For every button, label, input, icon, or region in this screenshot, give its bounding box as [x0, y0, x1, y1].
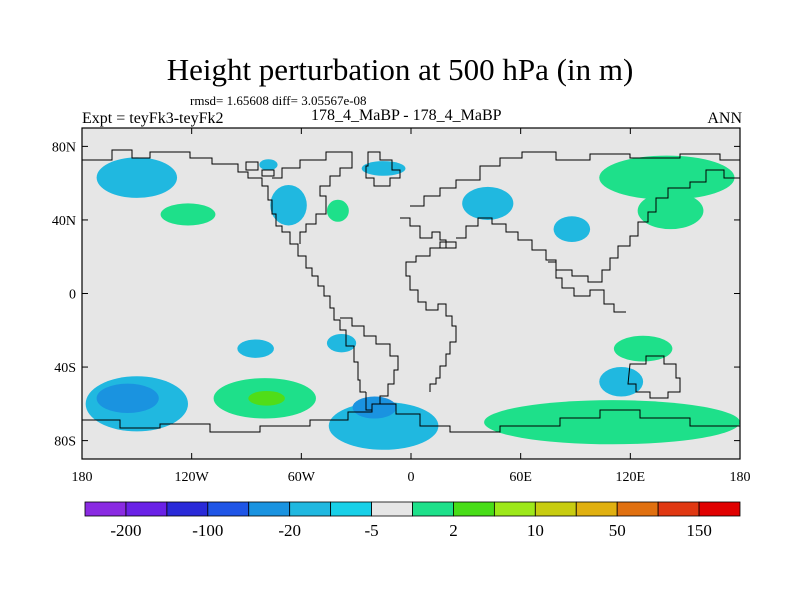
colorbar-box	[657, 501, 700, 517]
x-tick-label: 120E	[616, 470, 646, 485]
anomaly-siberia	[599, 155, 735, 200]
rmsd-diff-stats: rmsd= 1.65608 diff= 3.05567e-08	[190, 93, 367, 108]
anomaly-north-am-central	[270, 185, 307, 226]
experiment-label: Expt = teyFk3-teyFk2	[82, 110, 224, 127]
colorbar-label: 50	[609, 521, 626, 540]
y-tick-label: 40S	[54, 361, 76, 376]
coastlines	[82, 149, 740, 433]
case-label: 178_4_MaBP - 178_4_MaBP	[311, 107, 502, 124]
y-tick-label: 80N	[52, 140, 76, 155]
colorbar-box	[248, 501, 291, 517]
colorbar-box	[575, 501, 618, 517]
colorbar: -200 -100 -20 -5 2 10 50 150	[84, 501, 741, 540]
colorbar-box	[698, 501, 741, 517]
coastline-europe-africa	[400, 217, 457, 392]
coastline-islands-north	[245, 161, 457, 249]
colorbar-label: 10	[527, 521, 544, 540]
coastline-greenland	[365, 151, 401, 187]
anomaly-np-west	[96, 157, 178, 198]
x-tick-label: 180	[72, 470, 93, 485]
colorbar-box	[371, 501, 413, 517]
axis-ticks: 180 120W 60W 0 60E 120E 180 80N 40N 0 40S 80S	[52, 128, 751, 485]
colorbar-label: -5	[364, 521, 378, 540]
anomaly-eurasia-west	[462, 186, 514, 220]
anomaly-central-asia	[553, 216, 591, 243]
colorbar-box	[166, 501, 209, 517]
anomaly-greenland	[259, 159, 278, 171]
colorbar-box	[125, 501, 168, 517]
y-tick-label: 0	[69, 288, 76, 303]
coastline-east-asia	[456, 169, 740, 283]
anomaly-south-pac-a	[237, 339, 274, 358]
colorbar-box	[207, 501, 250, 517]
coastline-north-america-west	[82, 149, 366, 393]
anomaly-southern-ocean-e	[484, 400, 740, 445]
colorbar-box	[412, 501, 454, 517]
colorbar-box	[453, 501, 495, 517]
colorbar-box	[84, 501, 127, 517]
x-tick-label: 180	[730, 470, 751, 485]
x-tick-label: 120W	[175, 470, 210, 485]
season-label: ANN	[707, 110, 742, 127]
colorbar-label: 150	[686, 521, 712, 540]
anomaly-indian-ocean-e	[613, 335, 673, 362]
x-tick-label: 60E	[509, 470, 532, 485]
coastline-antarctica	[82, 403, 740, 433]
colorbar-box	[616, 501, 659, 517]
colorbar-label: 2	[449, 521, 458, 540]
anomaly-europe-north	[361, 161, 406, 176]
anomaly-layer	[85, 155, 740, 450]
colorbar-label: -20	[278, 521, 301, 540]
anomaly-core-weddell	[352, 396, 397, 419]
coastline-north-america-east	[272, 151, 353, 244]
anomaly-north-am-west	[160, 203, 216, 226]
anomaly-atlantic	[326, 199, 349, 222]
coastline-australia	[627, 355, 681, 399]
colorbar-label: -100	[192, 521, 223, 540]
coastline-south-asia	[548, 261, 626, 313]
x-tick-label: 0	[408, 470, 415, 485]
y-tick-label: 80S	[54, 435, 76, 450]
anomaly-southern-ocean-ae	[599, 367, 644, 397]
anomaly-core-south-pac	[96, 383, 159, 414]
colorbar-box	[330, 501, 372, 517]
coastline-asia	[410, 151, 740, 207]
colorbar-label: -200	[110, 521, 141, 540]
anomaly-core-south-atl	[248, 390, 285, 406]
colorbar-box	[289, 501, 332, 517]
x-tick-label: 60W	[288, 470, 316, 485]
y-tick-label: 40N	[52, 214, 76, 229]
anomaly-asia-east	[637, 192, 704, 230]
anomaly-south-atl-a	[326, 333, 357, 353]
figure-title: Height perturbation at 500 hPa (in m)	[166, 52, 634, 87]
colorbar-box	[534, 501, 577, 517]
colorbar-box	[493, 501, 536, 517]
